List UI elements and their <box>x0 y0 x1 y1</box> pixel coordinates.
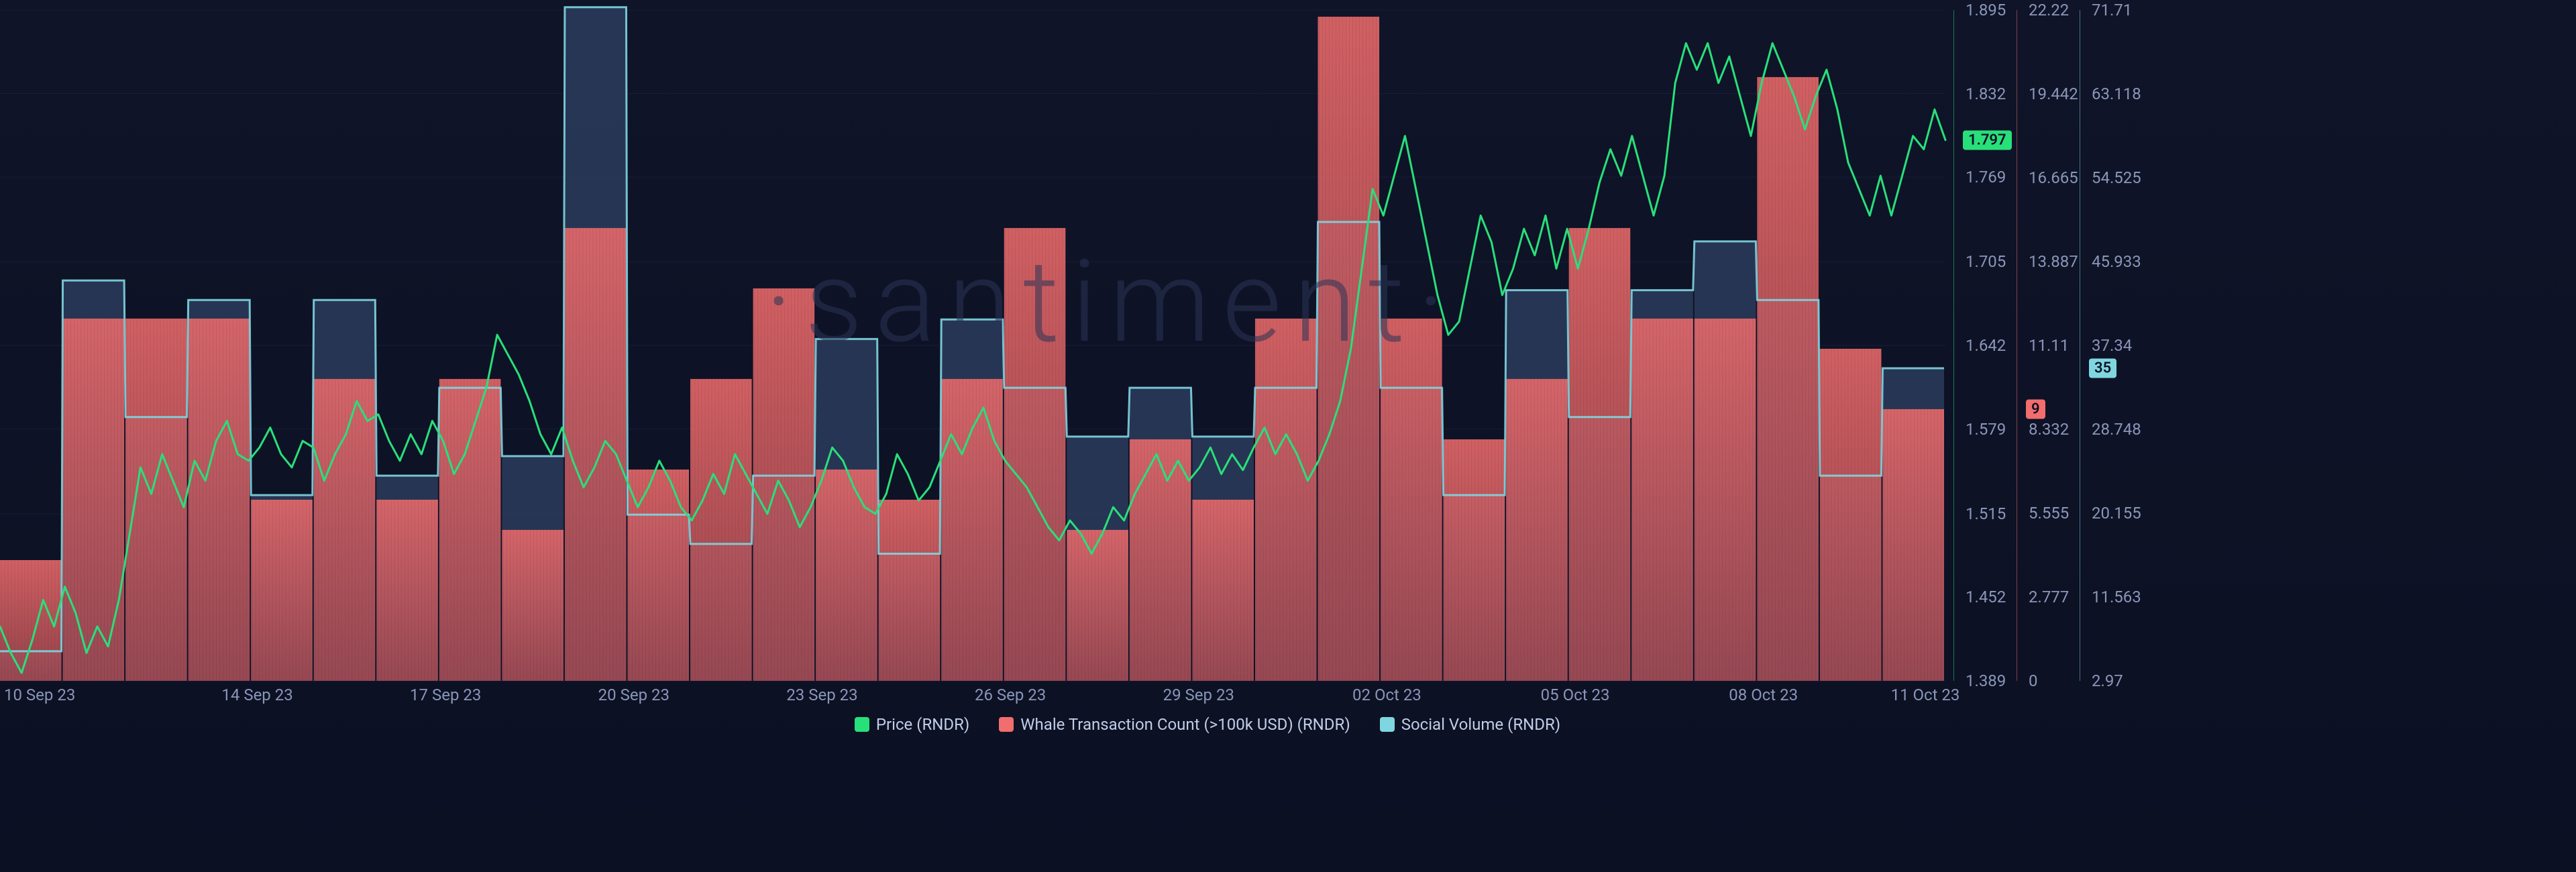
social-current-tag: 35 <box>2089 359 2116 378</box>
y-tick-label-whale: 0 <box>2029 671 2038 690</box>
y-tick-label-social: 20.155 <box>2092 504 2141 523</box>
y-tick-label-social: 11.563 <box>2092 588 2141 606</box>
legend-swatch <box>999 717 1014 732</box>
y-tick-label-price: 1.579 <box>1966 420 2006 439</box>
price-current-tag: 1.797 <box>1963 130 2012 150</box>
y-tick-label-whale: 13.887 <box>2029 252 2078 271</box>
y-tick-label-social: 54.525 <box>2092 168 2141 187</box>
y-tick-label-social: 63.118 <box>2092 85 2141 103</box>
x-tick-label: 20 Sep 23 <box>598 686 669 704</box>
y-tick-label-whale: 8.332 <box>2029 420 2069 439</box>
legend-item[interactable]: Price (RNDR) <box>855 715 969 734</box>
x-tick-label: 17 Sep 23 <box>410 686 481 704</box>
price-axis-line <box>1953 10 1954 681</box>
x-tick-label: 11 Oct 23 <box>1891 686 1960 704</box>
legend-swatch <box>855 717 869 732</box>
y-tick-label-price: 1.642 <box>1966 336 2006 355</box>
y-tick-label-price: 1.895 <box>1966 1 2006 19</box>
y-tick-label-social: 71.71 <box>2092 1 2132 19</box>
legend-label: Whale Transaction Count (>100k USD) (RND… <box>1020 715 1350 734</box>
x-tick-label: 23 Sep 23 <box>786 686 857 704</box>
y-tick-label-whale: 16.665 <box>2029 168 2078 187</box>
whale-current-tag: 9 <box>2026 399 2045 419</box>
y-tick-label-price: 1.705 <box>1966 252 2006 271</box>
y-tick-label-social: 28.748 <box>2092 420 2141 439</box>
y-tick-label-social: 37.34 <box>2092 336 2132 355</box>
y-tick-label-price: 1.452 <box>1966 588 2006 606</box>
y-tick-label-price: 1.832 <box>1966 85 2006 103</box>
y-tick-label-price: 1.389 <box>1966 671 2006 690</box>
x-tick-label: 26 Sep 23 <box>975 686 1046 704</box>
x-tick-label: 08 Oct 23 <box>1729 686 1798 704</box>
x-tick-label: 05 Oct 23 <box>1541 686 1610 704</box>
y-tick-label-whale: 11.11 <box>2029 336 2069 355</box>
legend-swatch <box>1380 717 1395 732</box>
y-tick-label-whale: 5.555 <box>2029 504 2069 523</box>
legend-item[interactable]: Social Volume (RNDR) <box>1380 715 1560 734</box>
y-tick-label-whale: 2.777 <box>2029 588 2069 606</box>
y-tick-label-price: 1.515 <box>1966 504 2006 523</box>
x-tick-label: 02 Oct 23 <box>1352 686 1421 704</box>
legend-item[interactable]: Whale Transaction Count (>100k USD) (RND… <box>999 715 1350 734</box>
legend: Price (RNDR) Whale Transaction Count (>10… <box>0 715 2415 872</box>
y-tick-label-whale: 22.22 <box>2029 1 2069 19</box>
y-tick-label-social: 2.97 <box>2092 671 2123 690</box>
x-tick-label: 29 Sep 23 <box>1163 686 1234 704</box>
x-tick-label: 10 Sep 23 <box>4 686 75 704</box>
legend-label: Social Volume (RNDR) <box>1401 715 1560 734</box>
y-tick-label-whale: 19.442 <box>2029 85 2078 103</box>
chart-container: { "watermark": "·santiment·", "layout": … <box>0 0 2576 872</box>
y-tick-label-price: 1.769 <box>1966 168 2006 186</box>
x-tick-label: 14 Sep 23 <box>221 686 292 704</box>
y-tick-label-social: 45.933 <box>2092 252 2141 271</box>
legend-label: Price (RNDR) <box>876 715 969 734</box>
